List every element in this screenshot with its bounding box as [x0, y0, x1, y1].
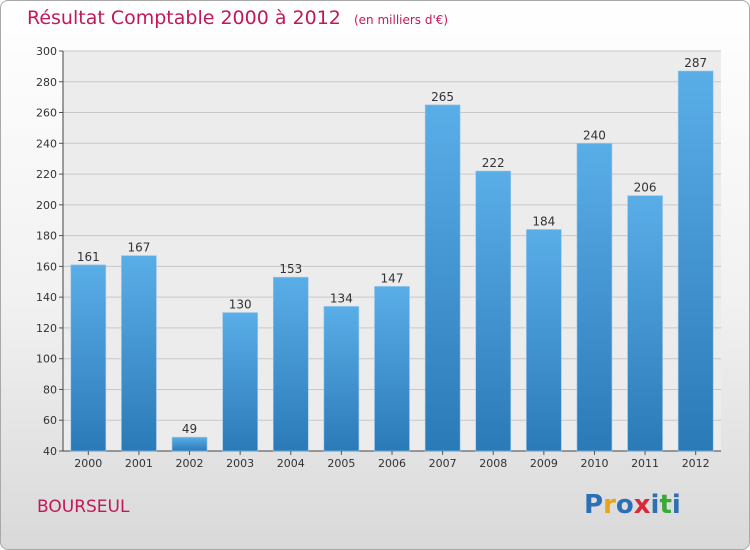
y-tick-label: 220 — [36, 168, 57, 181]
y-tick-label: 60 — [43, 414, 57, 427]
x-tick-label: 2009 — [530, 457, 558, 470]
bar-value-label: 240 — [583, 128, 606, 142]
x-tick-label: 2006 — [378, 457, 406, 470]
bar — [70, 264, 107, 452]
bar-value-label: 134 — [330, 291, 353, 305]
y-tick-label: 260 — [36, 107, 57, 120]
bar-value-label: 265 — [431, 90, 454, 104]
x-tick-label: 2000 — [74, 457, 102, 470]
logo-letter: P — [584, 490, 604, 520]
plot-area: 40 60 80 100 120 140 160 180 200 220 240 260 280 300 1… — [36, 45, 721, 470]
x-tick-label: 2010 — [580, 457, 608, 470]
bar — [526, 229, 562, 452]
bar — [374, 286, 410, 452]
bar-value-label: 147 — [381, 271, 404, 285]
bar — [576, 143, 613, 452]
chart-title-block: Résultat Comptable 2000 à 2012 (en milli… — [27, 7, 448, 29]
bar-value-label: 222 — [482, 156, 505, 170]
bar-value-label: 184 — [532, 214, 555, 228]
y-tick-label: 180 — [36, 230, 57, 243]
x-tick-label: 2005 — [327, 457, 355, 470]
logo-letter: i — [650, 490, 660, 520]
proxiti-logo: Proxiti — [584, 490, 681, 520]
y-tick-label: 140 — [36, 291, 57, 304]
y-tick-label: 240 — [36, 137, 57, 150]
bar — [627, 195, 663, 452]
bar-value-label: 130 — [229, 298, 252, 312]
bar-value-label: 167 — [127, 241, 150, 255]
logo-letter: x — [633, 490, 651, 520]
bar — [121, 255, 157, 452]
y-tick-label: 120 — [36, 322, 57, 335]
x-tick-label: 2011 — [631, 457, 659, 470]
y-tick-label: 40 — [43, 445, 57, 458]
bar-value-label: 49 — [182, 422, 197, 436]
y-tick-label: 300 — [36, 45, 57, 58]
x-tick-label: 2004 — [277, 457, 305, 470]
y-tick-label: 100 — [36, 353, 57, 366]
bar-value-label: 287 — [684, 56, 707, 70]
y-tick-label: 200 — [36, 199, 57, 212]
bar — [475, 170, 512, 452]
x-tick-label: 2001 — [125, 457, 153, 470]
logo-letter: t — [659, 490, 672, 520]
y-tick-label: 160 — [36, 260, 57, 273]
y-tick-label: 80 — [43, 383, 57, 396]
bar — [424, 104, 461, 452]
commune-name: BOURSEUL — [37, 497, 130, 517]
y-tick-label: 280 — [36, 76, 57, 89]
bar — [222, 312, 258, 452]
x-tick-label: 2012 — [682, 457, 710, 470]
bar — [171, 436, 208, 452]
x-tick-label: 2003 — [226, 457, 254, 470]
bar — [323, 306, 360, 452]
x-tick-label: 2008 — [479, 457, 507, 470]
bar-value-label: 153 — [279, 262, 302, 276]
x-tick-label: 2007 — [429, 457, 457, 470]
logo-letter: o — [615, 490, 634, 520]
chart-title: Résultat Comptable 2000 à 2012 — [27, 7, 341, 29]
bar-value-label: 206 — [634, 181, 657, 195]
chart-subtitle: (en milliers d'€) — [353, 13, 449, 27]
logo-letter: r — [603, 490, 616, 520]
x-tick-label: 2002 — [176, 457, 204, 470]
bar — [677, 70, 714, 452]
bar — [272, 276, 309, 452]
logo-letter: i — [671, 490, 681, 520]
bar-value-label: 161 — [77, 250, 100, 264]
